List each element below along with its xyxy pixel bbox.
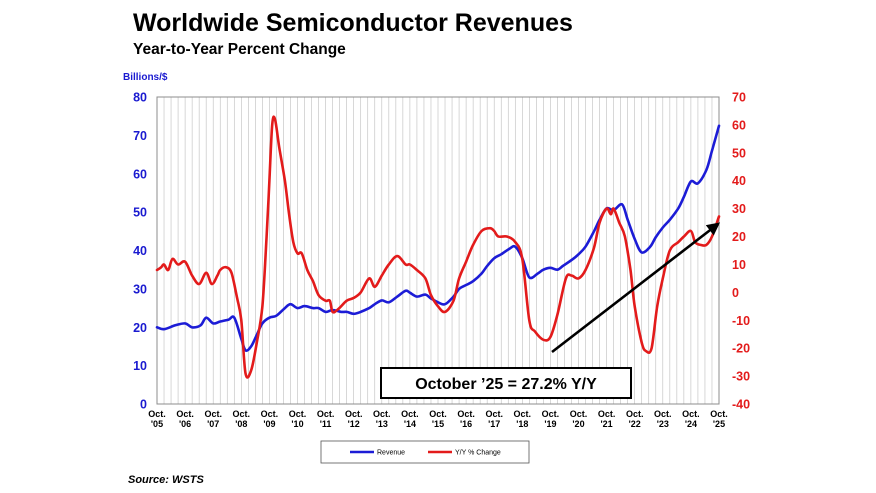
source-note: Source: WSTS bbox=[128, 474, 204, 486]
left-tick-label: 10 bbox=[133, 359, 147, 373]
annotation-text: October ’25 = 27.2% Y/Y bbox=[415, 376, 597, 393]
right-tick-label: 50 bbox=[732, 146, 746, 160]
x-tick-label: '21 bbox=[601, 419, 613, 429]
x-tick-label: Oct. bbox=[598, 409, 616, 419]
series-line-yoy bbox=[155, 115, 721, 379]
x-tick-label: '13 bbox=[376, 419, 388, 429]
left-axis: 0 10 20 30 40 50 60 70 80 bbox=[133, 91, 147, 412]
left-tick-label: 50 bbox=[133, 206, 147, 220]
right-tick-label: 20 bbox=[732, 230, 746, 244]
x-tick-label: '08 bbox=[235, 419, 247, 429]
x-tick-label: Oct. bbox=[204, 409, 222, 419]
left-tick-label: 20 bbox=[133, 321, 147, 335]
x-tick-label: '17 bbox=[488, 419, 500, 429]
legend-label-yoy: Y/Y % Change bbox=[455, 450, 501, 457]
x-tick-label: '12 bbox=[348, 419, 360, 429]
right-tick-label: -20 bbox=[732, 342, 750, 356]
trend-arrow bbox=[551, 222, 721, 354]
x-tick-label: Oct. bbox=[542, 409, 560, 419]
x-tick-label: '14 bbox=[404, 419, 416, 429]
x-tick-label: Oct. bbox=[682, 409, 700, 419]
x-tick-label: '11 bbox=[320, 419, 332, 429]
right-tick-label: 60 bbox=[732, 118, 746, 132]
chart-subtitle: Year-to-Year Percent Change bbox=[133, 41, 346, 58]
chart-title: Worldwide Semiconductor Revenues bbox=[133, 9, 573, 37]
right-tick-label: -30 bbox=[732, 370, 750, 384]
x-tick-label: '23 bbox=[657, 419, 669, 429]
right-axis: -40 -30 -20 -10 0 10 20 30 40 50 60 70 bbox=[732, 91, 750, 412]
x-axis: Oct.'05Oct.'06Oct.'07Oct.'08Oct.'09Oct.'… bbox=[148, 409, 728, 429]
x-tick-label: '15 bbox=[432, 419, 444, 429]
x-tick-label: Oct. bbox=[457, 409, 475, 419]
x-tick-label: Oct. bbox=[148, 409, 166, 419]
right-tick-label: 40 bbox=[732, 174, 746, 188]
x-tick-label: Oct. bbox=[345, 409, 363, 419]
x-tick-label: Oct. bbox=[233, 409, 251, 419]
right-tick-label: 10 bbox=[732, 258, 746, 272]
x-tick-label: '16 bbox=[460, 419, 472, 429]
legend-label-revenue: Revenue bbox=[377, 450, 405, 457]
right-tick-label: 70 bbox=[732, 91, 746, 105]
x-tick-label: '22 bbox=[629, 419, 641, 429]
x-tick-label: Oct. bbox=[429, 409, 447, 419]
x-tick-label: '06 bbox=[179, 419, 191, 429]
x-tick-label: Oct. bbox=[317, 409, 335, 419]
right-tick-label: -10 bbox=[732, 314, 750, 328]
x-tick-label: Oct. bbox=[710, 409, 728, 419]
x-tick-label: Oct. bbox=[176, 409, 194, 419]
x-tick-label: Oct. bbox=[626, 409, 644, 419]
left-tick-label: 70 bbox=[133, 129, 147, 143]
x-tick-label: '24 bbox=[685, 419, 697, 429]
x-tick-label: Oct. bbox=[401, 409, 419, 419]
x-tick-label: '20 bbox=[572, 419, 584, 429]
x-tick-label: '09 bbox=[263, 419, 275, 429]
x-tick-label: '07 bbox=[207, 419, 219, 429]
legend-box bbox=[320, 440, 530, 464]
x-tick-label: '18 bbox=[516, 419, 528, 429]
right-tick-label: 30 bbox=[732, 202, 746, 216]
series-line-revenue bbox=[155, 124, 721, 352]
x-tick-label: Oct. bbox=[514, 409, 532, 419]
grid-lines bbox=[156, 97, 720, 404]
x-tick-label: Oct. bbox=[570, 409, 588, 419]
right-tick-label: 0 bbox=[732, 286, 739, 300]
x-tick-label: Oct. bbox=[373, 409, 391, 419]
left-tick-label: 80 bbox=[133, 91, 147, 105]
left-axis-unit: Billions/$ bbox=[123, 72, 168, 83]
x-tick-label: '10 bbox=[291, 419, 303, 429]
plot-frame bbox=[156, 96, 720, 405]
x-tick-label: Oct. bbox=[261, 409, 279, 419]
x-tick-label: '25 bbox=[713, 419, 725, 429]
legend: Revenue Y/Y % Change bbox=[320, 440, 530, 464]
x-tick-label: Oct. bbox=[485, 409, 503, 419]
left-tick-label: 60 bbox=[133, 167, 147, 181]
x-tick-label: '05 bbox=[151, 419, 163, 429]
left-tick-label: 30 bbox=[133, 282, 147, 296]
x-tick-label: '19 bbox=[544, 419, 556, 429]
left-tick-label: 40 bbox=[133, 244, 147, 258]
x-tick-label: Oct. bbox=[289, 409, 307, 419]
left-tick-label: 0 bbox=[140, 398, 147, 412]
right-tick-label: -40 bbox=[732, 398, 750, 412]
annotation-box bbox=[380, 367, 632, 399]
x-tick-label: Oct. bbox=[654, 409, 672, 419]
